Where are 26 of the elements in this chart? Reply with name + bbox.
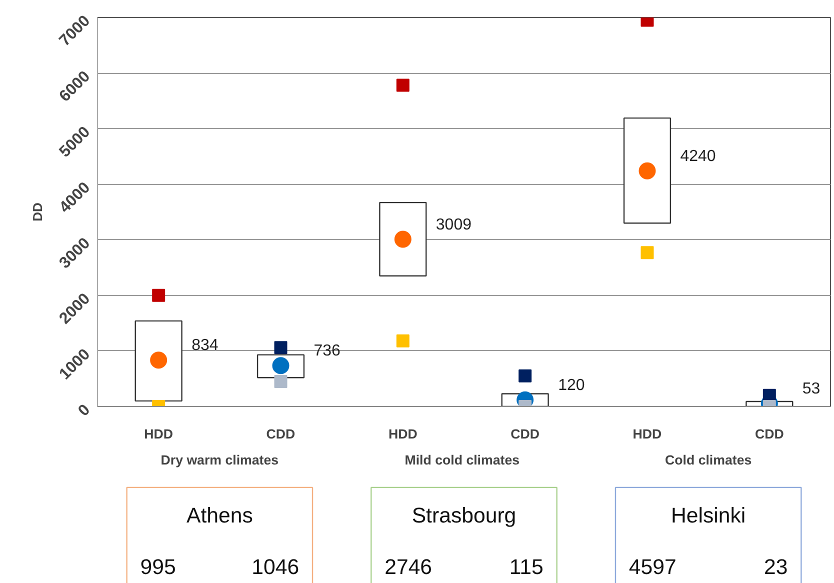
data-label: 834	[192, 337, 218, 354]
data-label: 3009	[436, 216, 472, 234]
x-tick-label: CDD	[754, 426, 784, 442]
x-tick-label: HDD	[632, 426, 662, 442]
text: Athens	[186, 504, 253, 528]
text: Dry warm climates	[160, 452, 279, 468]
text: 23	[764, 555, 788, 580]
text: 115	[509, 555, 544, 580]
x-tick-label: HDD	[144, 426, 174, 442]
x-tick-label: CDD	[266, 426, 296, 442]
text: 4597	[628, 555, 676, 580]
text: 2746	[384, 555, 432, 580]
text: 995	[140, 555, 176, 580]
x-tick-label: CDD	[510, 426, 540, 442]
y-axis-title: DD	[30, 202, 45, 222]
y-tick-label: 0	[75, 401, 94, 420]
data-label: 736	[314, 342, 341, 360]
text: Cold climates	[665, 452, 752, 468]
text: Strasbourg	[412, 504, 516, 528]
x-tick-label: HDD	[388, 426, 418, 442]
data-label: 120	[558, 376, 585, 394]
data-label: 4240	[680, 148, 716, 165]
text: 1046	[252, 555, 300, 580]
text: Helsinki	[671, 504, 746, 528]
text: Mild cold climates	[404, 452, 520, 468]
data-label: 53	[802, 380, 820, 398]
